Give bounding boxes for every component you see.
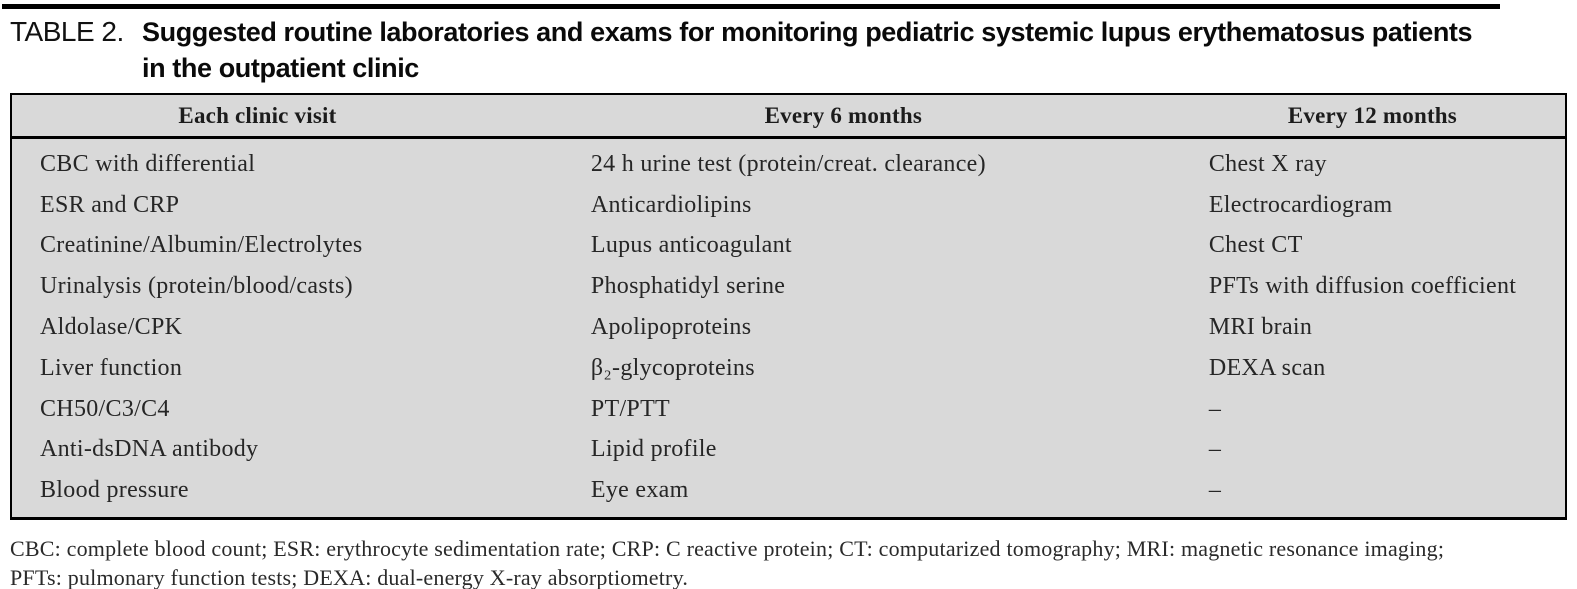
table-cell: PT/PTT xyxy=(590,395,671,422)
table-cell: MRI brain xyxy=(1208,314,1313,341)
table-row: Anti-dsDNA antibody Lipid profile – xyxy=(12,429,1565,470)
table-cell: 24 h urine test (protein/creat. clearanc… xyxy=(590,150,986,177)
table-title-line2: in the outpatient clinic xyxy=(142,53,419,83)
column-header-every-6-months: Every 6 months xyxy=(764,102,923,128)
table-cell: Anti-dsDNA antibody xyxy=(40,436,259,463)
table-cell: Lipid profile xyxy=(590,436,717,463)
table-cell: Electrocardiogram xyxy=(1208,191,1393,218)
table-cell: CH50/C3/C4 xyxy=(40,395,170,422)
table-cell: Apolipoproteins xyxy=(590,314,752,341)
table-title-line1: Suggested routine laboratories and exams… xyxy=(142,17,1473,47)
top-rule-divider xyxy=(2,4,1500,9)
column-header-every-12-months: Every 12 months xyxy=(1287,102,1457,128)
table-caption: TABLE 2. Suggested routine laboratories … xyxy=(10,14,1550,86)
table-cell: β₂-glycoproteins xyxy=(590,354,755,381)
table-cell: Blood pressure xyxy=(40,477,189,504)
table-body: CBC with differential 24 h urine test (p… xyxy=(12,139,1565,517)
table-cell: Urinalysis (protein/blood/casts) xyxy=(40,273,353,300)
table-cell: PFTs with diffusion coefficient xyxy=(1208,273,1517,300)
table-row: Blood pressure Eye exam – xyxy=(12,470,1565,511)
table-row: ESR and CRP Anticardiolipins Electrocard… xyxy=(12,185,1565,226)
table-cell: – xyxy=(1208,477,1222,504)
table-row: Liver function β₂-glycoproteins DEXA sca… xyxy=(12,348,1565,389)
table-header-row: Each clinic visit Every 6 months Every 1… xyxy=(12,95,1565,139)
table-row: CBC with differential 24 h urine test (p… xyxy=(12,144,1565,185)
table-row: Aldolase/CPK Apolipoproteins MRI brain xyxy=(12,307,1565,348)
table-cell: Anticardiolipins xyxy=(590,191,752,218)
table-title: Suggested routine laboratories and exams… xyxy=(142,14,1473,86)
table-cell: – xyxy=(1208,395,1222,422)
abbreviations-footnote: CBC: complete blood count; ESR: erythroc… xyxy=(10,534,1570,589)
table-cell: Creatinine/Albumin/Electrolytes xyxy=(40,232,363,259)
table-cell: Lupus anticoagulant xyxy=(590,232,792,259)
footnote-line1: CBC: complete blood count; ESR: erythroc… xyxy=(10,536,1445,561)
table-cell: Chest CT xyxy=(1208,232,1303,259)
table-row: CH50/C3/C4 PT/PTT – xyxy=(12,389,1565,430)
table-cell: Liver function xyxy=(40,354,183,381)
table-cell: DEXA scan xyxy=(1208,354,1326,381)
footnote-line2: PFTs: pulmonary function tests; DEXA: du… xyxy=(10,565,689,589)
table-cell: Aldolase/CPK xyxy=(40,314,183,341)
table-cell: Phosphatidyl serine xyxy=(590,273,786,300)
table-cell: Eye exam xyxy=(590,477,689,504)
table-row: Urinalysis (protein/blood/casts) Phospha… xyxy=(12,266,1565,307)
table-number-label: TABLE 2. xyxy=(10,16,124,47)
monitoring-schedule-table: Each clinic visit Every 6 months Every 1… xyxy=(10,93,1567,520)
column-header-each-clinic-visit: Each clinic visit xyxy=(178,102,337,128)
table-cell: ESR and CRP xyxy=(40,191,180,218)
table-cell: – xyxy=(1208,436,1222,463)
table-cell: Chest X ray xyxy=(1208,150,1327,177)
table-row: Creatinine/Albumin/Electrolytes Lupus an… xyxy=(12,226,1565,267)
table-cell: CBC with differential xyxy=(40,150,256,177)
